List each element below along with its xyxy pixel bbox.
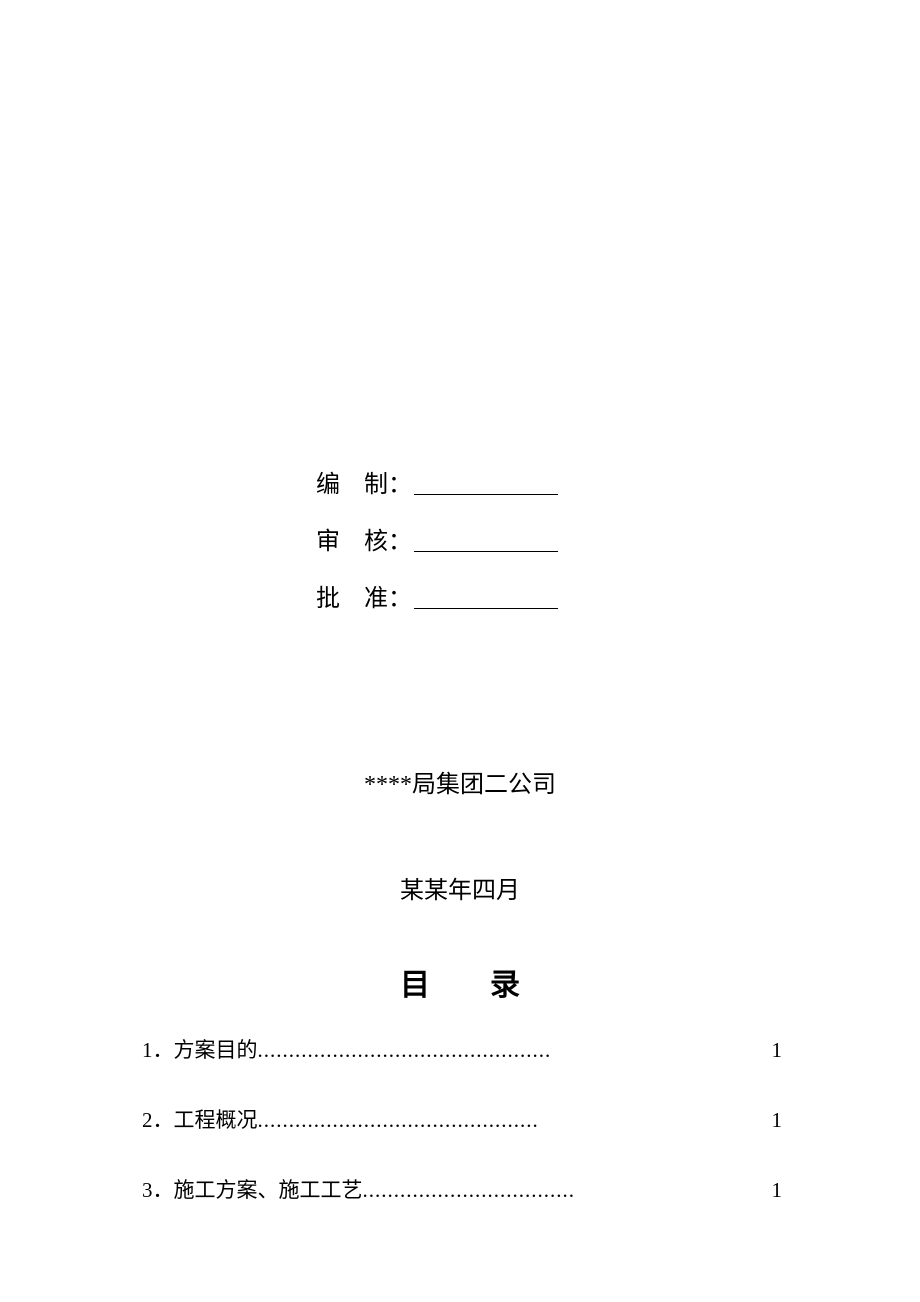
signature-label-reviewer: 审 核： — [316, 521, 412, 556]
toc-label-2: 2．工程概况 — [142, 1104, 258, 1134]
signature-line-author: ＿＿＿＿＿＿ — [414, 464, 558, 499]
document-page: 编 制： ＿＿＿＿＿＿ 审 核： ＿＿＿＿＿＿ 批 准： ＿＿＿＿＿＿ ****… — [0, 0, 920, 1302]
company-name: ****局集团二公司 — [0, 764, 920, 799]
toc-entry-2: 2．工程概况 .................................… — [142, 1104, 782, 1134]
toc-dots-3: .................................. — [363, 1178, 772, 1203]
signature-label-approver: 批 准： — [316, 578, 412, 613]
toc-entry-1: 1．方案目的 .................................… — [142, 1034, 782, 1064]
signature-section: 编 制： ＿＿＿＿＿＿ 审 核： ＿＿＿＿＿＿ 批 准： ＿＿＿＿＿＿ — [316, 464, 716, 635]
date-line: 某某年四月 — [0, 870, 920, 905]
toc-entry-3: 3．施工方案、施工工艺 ............................… — [142, 1174, 782, 1204]
toc-page-2: 1 — [772, 1108, 783, 1133]
signature-row-reviewer: 审 核： ＿＿＿＿＿＿ — [316, 521, 716, 556]
toc-page-3: 1 — [772, 1178, 783, 1203]
toc-dots-2: ........................................… — [258, 1108, 772, 1133]
signature-row-approver: 批 准： ＿＿＿＿＿＿ — [316, 578, 716, 613]
toc-label-1: 1．方案目的 — [142, 1034, 258, 1064]
toc-section: 1．方案目的 .................................… — [142, 1034, 782, 1244]
toc-label-3: 3．施工方案、施工工艺 — [142, 1174, 363, 1204]
signature-line-reviewer: ＿＿＿＿＿＿ — [414, 521, 558, 556]
toc-dots-1: ........................................… — [258, 1038, 772, 1063]
signature-label-author: 编 制： — [316, 464, 412, 499]
toc-title: 目 录 — [0, 960, 920, 1004]
signature-line-approver: ＿＿＿＿＿＿ — [414, 578, 558, 613]
signature-row-author: 编 制： ＿＿＿＿＿＿ — [316, 464, 716, 499]
toc-page-1: 1 — [772, 1038, 783, 1063]
